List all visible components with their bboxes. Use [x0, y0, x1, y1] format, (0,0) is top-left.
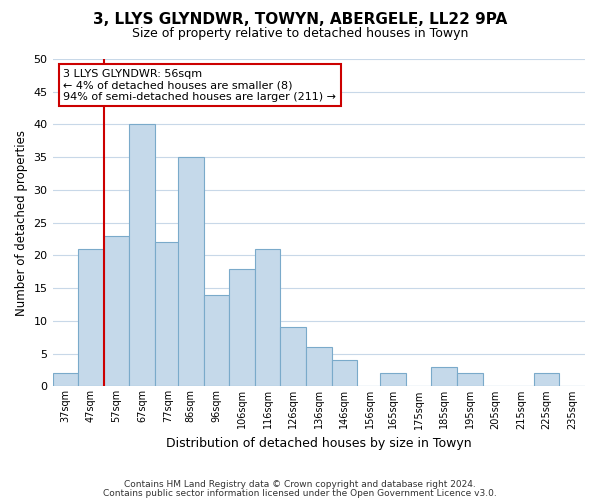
- X-axis label: Distribution of detached houses by size in Towyn: Distribution of detached houses by size …: [166, 437, 472, 450]
- Bar: [203, 294, 229, 386]
- Bar: [78, 249, 104, 386]
- Text: Contains HM Land Registry data © Crown copyright and database right 2024.: Contains HM Land Registry data © Crown c…: [124, 480, 476, 489]
- Bar: [306, 347, 332, 387]
- Bar: [431, 366, 457, 386]
- Text: Size of property relative to detached houses in Towyn: Size of property relative to detached ho…: [132, 28, 468, 40]
- Bar: [380, 374, 406, 386]
- Bar: [130, 124, 155, 386]
- Text: Contains public sector information licensed under the Open Government Licence v3: Contains public sector information licen…: [103, 488, 497, 498]
- Bar: [155, 242, 181, 386]
- Bar: [280, 328, 306, 386]
- Text: 3 LLYS GLYNDWR: 56sqm
← 4% of detached houses are smaller (8)
94% of semi-detach: 3 LLYS GLYNDWR: 56sqm ← 4% of detached h…: [63, 69, 336, 102]
- Bar: [457, 374, 482, 386]
- Bar: [255, 249, 280, 386]
- Y-axis label: Number of detached properties: Number of detached properties: [15, 130, 28, 316]
- Bar: [534, 374, 559, 386]
- Bar: [229, 268, 255, 386]
- Bar: [104, 236, 130, 386]
- Text: 3, LLYS GLYNDWR, TOWYN, ABERGELE, LL22 9PA: 3, LLYS GLYNDWR, TOWYN, ABERGELE, LL22 9…: [93, 12, 507, 28]
- Bar: [178, 157, 203, 386]
- Bar: [332, 360, 357, 386]
- Bar: [53, 374, 78, 386]
